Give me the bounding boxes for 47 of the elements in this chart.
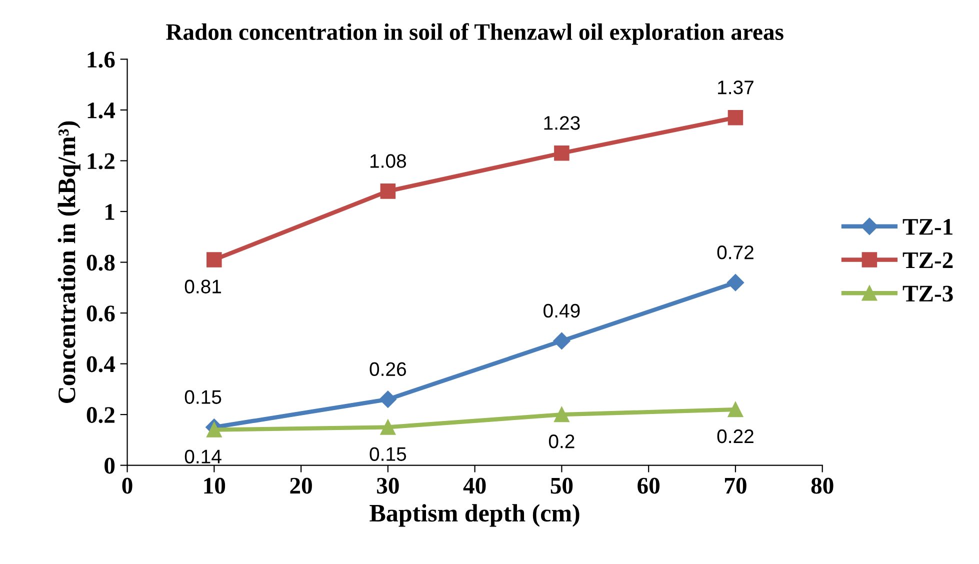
- data-label: 1.08: [370, 154, 406, 168]
- x-tick-label: 70: [725, 478, 746, 494]
- y-tick-label: 1.6: [88, 52, 115, 68]
- x-tick-label: 50: [550, 478, 573, 494]
- point: [554, 406, 570, 422]
- y-tick-label: 1.2: [88, 153, 114, 170]
- point: [379, 390, 396, 408]
- legend-label: TZ-3: [902, 286, 953, 302]
- point: [380, 420, 396, 435]
- x-tick-label: 60: [638, 478, 660, 494]
- data-label: 0.15: [370, 447, 406, 461]
- point: [728, 110, 744, 126]
- x-tick-label: 0: [122, 478, 132, 494]
- data-label: 0.15: [184, 390, 222, 404]
- data-label: 0.72: [717, 246, 754, 260]
- data-label: 0.49: [544, 304, 580, 318]
- y-tick-label: 0.2: [86, 407, 114, 424]
- y-tick-label: 0.6: [86, 306, 115, 322]
- point: [206, 252, 222, 268]
- legend-label: TZ-1: [902, 219, 952, 235]
- data-label: 0.81: [184, 280, 222, 294]
- data-label: 0.2: [548, 434, 574, 448]
- chart-title: Radon concentration in soil of Thenzawl oil exploration areas: [166, 23, 784, 45]
- data-label: 0.26: [370, 362, 406, 376]
- y-tick-label: 1: [106, 204, 114, 220]
- x-tick-label: 20: [290, 478, 312, 494]
- point: [206, 422, 222, 438]
- data-label: 1.37: [718, 80, 754, 94]
- x-tick-label: 40: [463, 478, 486, 494]
- point: [553, 332, 570, 350]
- x-axis-title: Baptism depth (cm): [370, 504, 580, 527]
- point: [728, 402, 744, 418]
- y-tick-label: 0: [104, 458, 115, 474]
- x-tick-label: 10: [204, 478, 226, 494]
- y-tick-label: 1.4: [88, 102, 116, 119]
- point: [726, 274, 744, 292]
- point: [554, 145, 570, 161]
- y-tick-label: 0.8: [86, 254, 115, 271]
- point: [380, 184, 396, 199]
- y-tick-label: 0.4: [86, 356, 116, 372]
- y-axis-title: Concentration in (kBq/m³): [58, 121, 80, 403]
- x-tick-label: 30: [377, 478, 399, 494]
- data-label: 0.14: [184, 450, 222, 464]
- legend-label: TZ-2: [902, 252, 953, 268]
- data-label: 0.22: [717, 429, 754, 444]
- data-label: 1.23: [544, 116, 580, 130]
- x-tick-label: 80: [811, 478, 834, 494]
